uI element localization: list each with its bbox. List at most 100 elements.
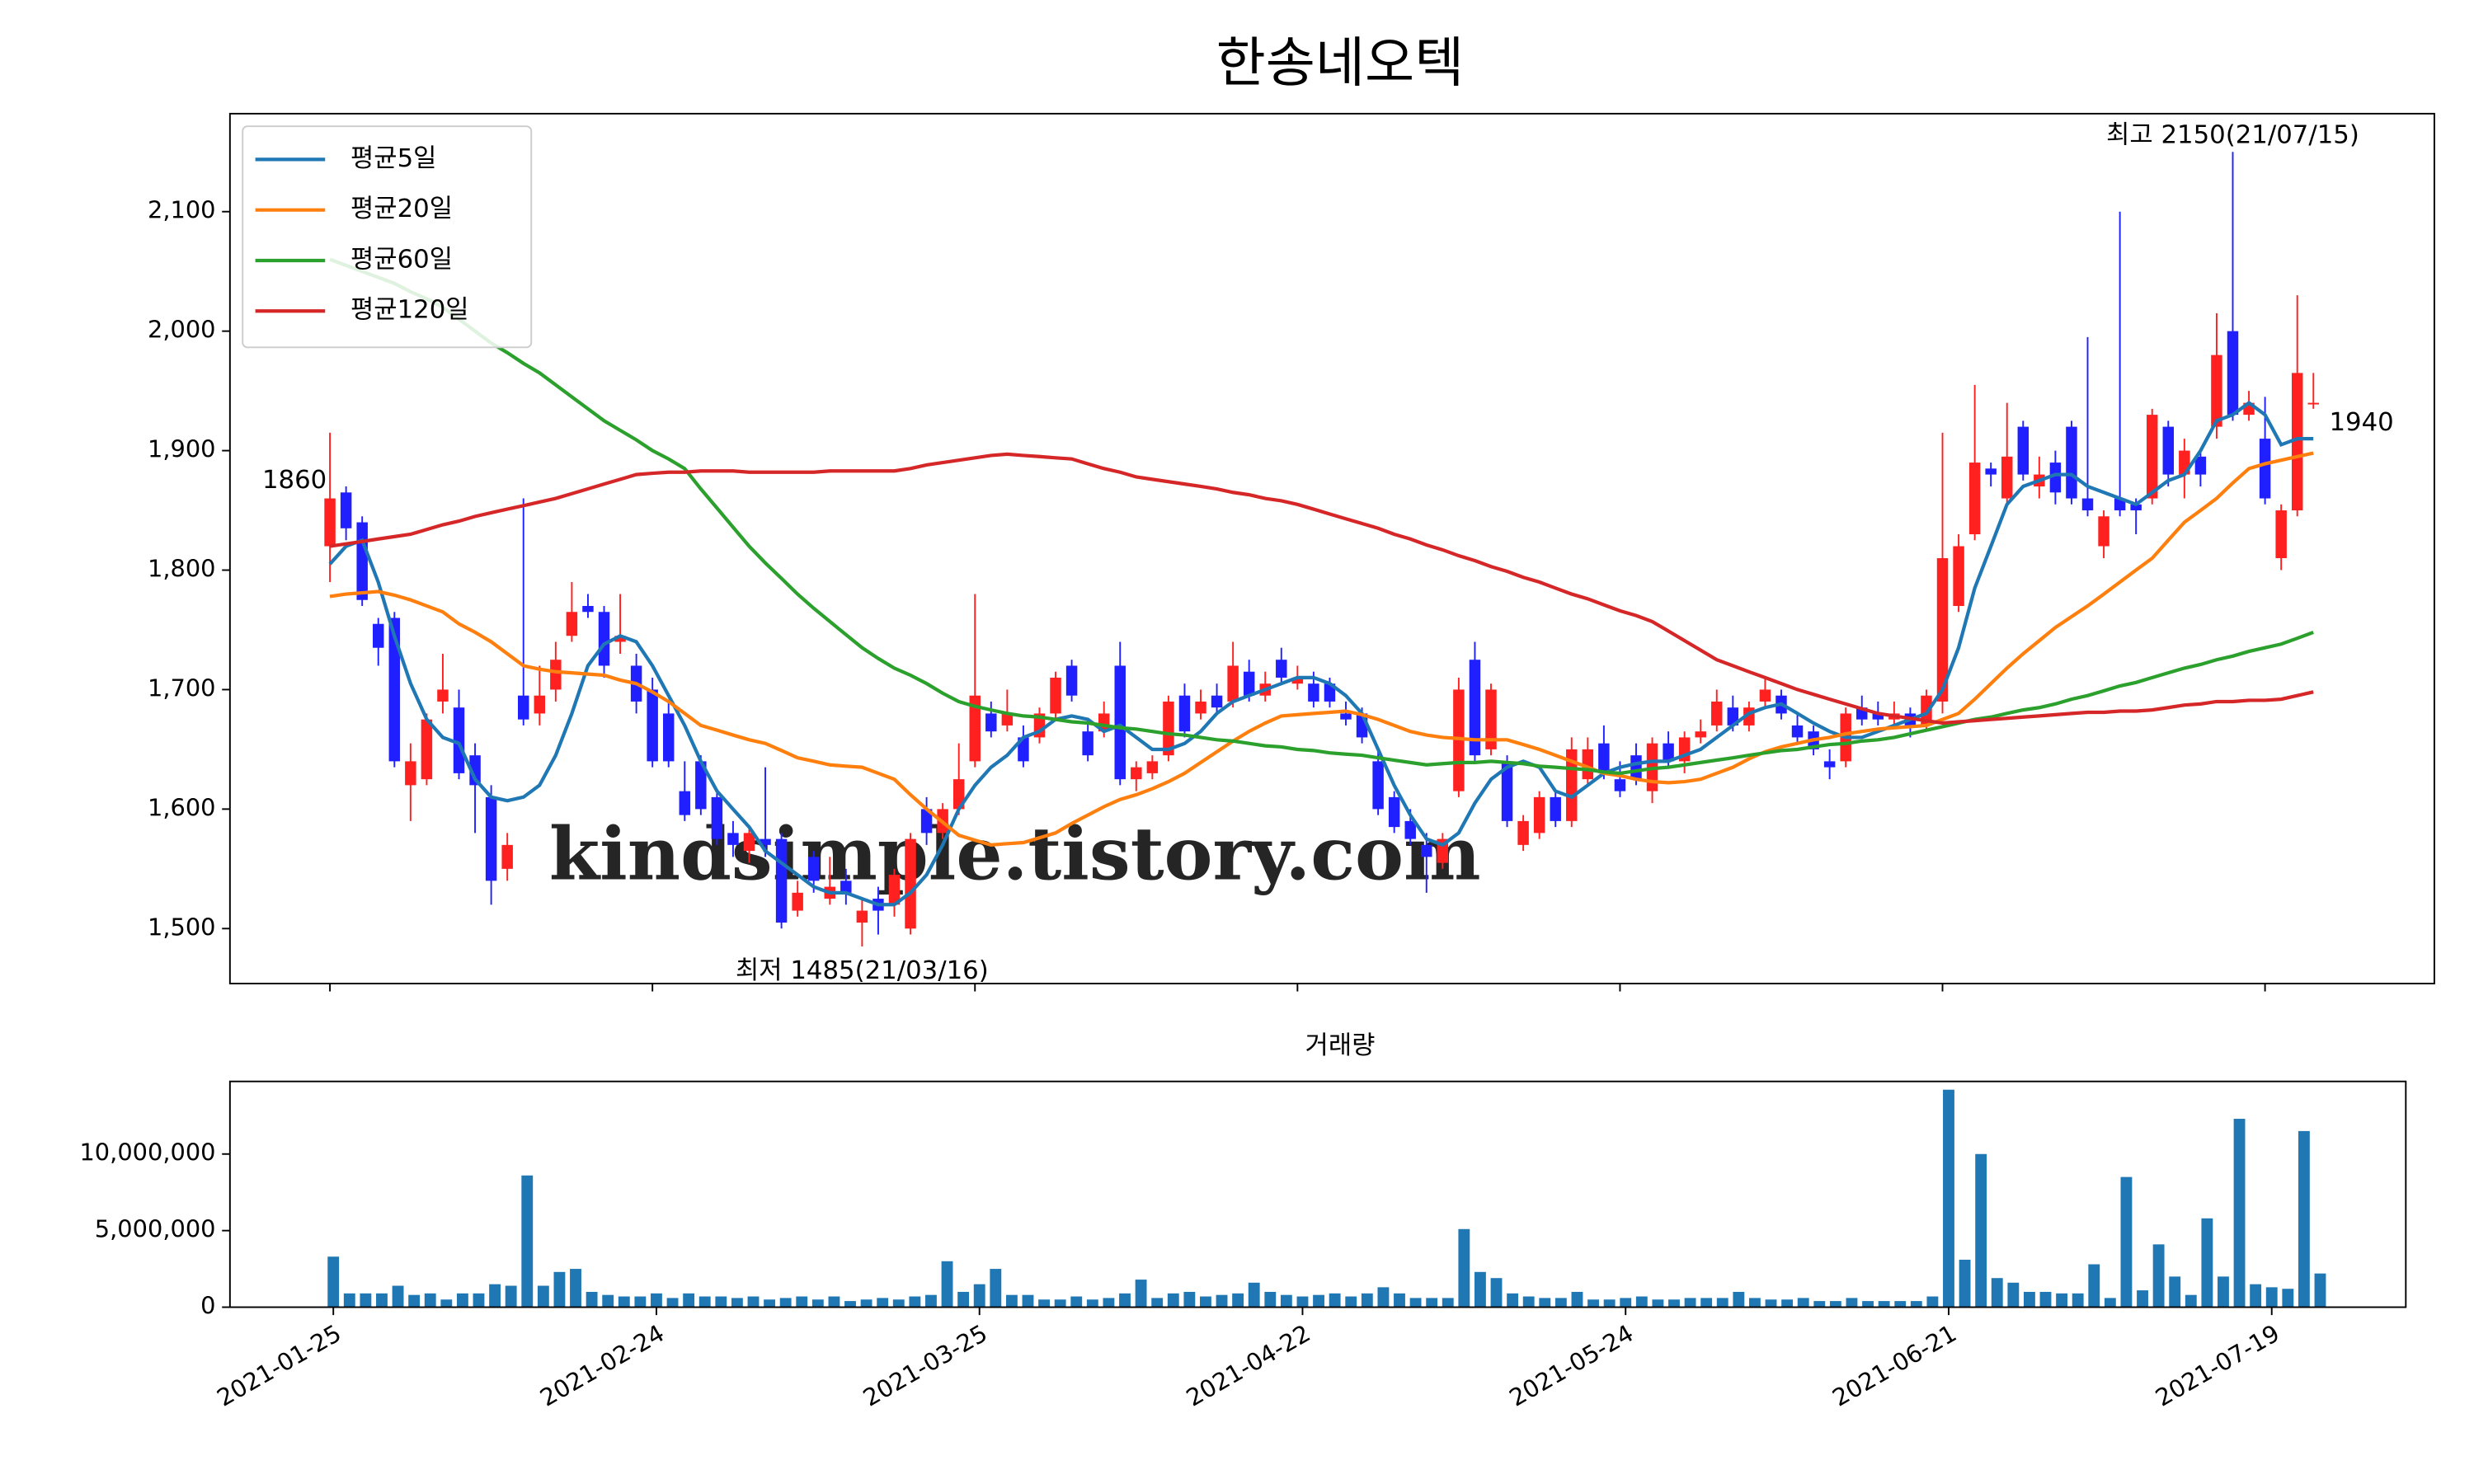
candle-body	[566, 612, 578, 636]
volume-bar	[1038, 1299, 1050, 1308]
x-tick-label: 2021-02-24	[535, 1319, 669, 1412]
candle-body	[727, 833, 739, 845]
candle-body	[888, 875, 901, 905]
volume-bar	[440, 1299, 453, 1308]
volume-bar	[1022, 1294, 1034, 1308]
candle-body	[469, 755, 481, 786]
y-tick-label: 2,100	[148, 196, 216, 224]
volume-bar	[1264, 1291, 1277, 1308]
candle-body	[2066, 426, 2077, 499]
volume-bar	[2023, 1291, 2035, 1308]
plot-frame	[228, 112, 2435, 984]
y-tick-label: 1,700	[148, 674, 216, 702]
candle-body	[969, 695, 981, 762]
ma-line	[328, 401, 2314, 907]
candle-body	[1630, 755, 1642, 780]
candle-body	[1985, 468, 1997, 475]
volume-bar	[1716, 1298, 1729, 1308]
volume-bar	[828, 1296, 840, 1308]
candle-body	[775, 838, 788, 923]
candle-body	[614, 636, 626, 642]
candle-body	[1178, 695, 1191, 732]
candle-body	[2130, 504, 2142, 511]
volume-bar	[1620, 1298, 1632, 1308]
volume-bar	[909, 1296, 921, 1308]
candle-body	[1227, 665, 1239, 702]
candle-body	[2227, 331, 2239, 416]
volume-bar	[1103, 1298, 1115, 1308]
volume-bar	[553, 1271, 566, 1308]
candle-body	[356, 522, 368, 600]
x-tick-label: 2021-07-19	[2151, 1319, 2284, 1412]
candle-body	[550, 660, 562, 690]
candle-body	[2017, 426, 2030, 475]
candle-body	[453, 707, 465, 773]
candle-body	[1485, 689, 1497, 749]
candle-body	[856, 910, 868, 923]
volume-bar	[1910, 1301, 1922, 1308]
volume-bar	[570, 1269, 581, 1308]
annotation: 1940	[2329, 408, 2393, 437]
volume-bar	[1409, 1298, 1422, 1308]
candle-body	[405, 761, 416, 786]
candle-body	[1388, 796, 1400, 828]
volume-bar	[1119, 1293, 1131, 1308]
candle-body	[711, 796, 723, 839]
candle-body	[2114, 498, 2126, 511]
y-tick-label: 1,500	[148, 913, 216, 941]
candle-body	[1695, 731, 1706, 738]
annotation: 최고 2150(21/07/15)	[2106, 121, 2359, 150]
candle-body	[1131, 767, 1142, 780]
volume-bar	[1345, 1296, 1357, 1308]
candle-body	[920, 809, 933, 834]
volume-bar	[1813, 1301, 1826, 1308]
volume-bar	[796, 1296, 808, 1308]
candle-body	[388, 618, 401, 762]
candle-body	[1759, 689, 1771, 702]
candle-body	[1663, 743, 1674, 762]
candle-body	[373, 623, 384, 648]
volume-bar	[602, 1294, 614, 1308]
volume-bar	[1070, 1296, 1083, 1308]
y-tick-label: 5,000,000	[95, 1215, 216, 1243]
volume-bar	[1394, 1293, 1405, 1308]
legend-label: 평균120일	[350, 296, 469, 325]
volume-bar	[2007, 1282, 2020, 1308]
volume-bar	[2104, 1298, 2116, 1308]
volume-bar	[1603, 1299, 1616, 1308]
candle-body	[1453, 689, 1465, 791]
volume-bar	[2218, 1276, 2229, 1308]
volume-bar	[2201, 1218, 2213, 1308]
candle-body	[1211, 695, 1223, 708]
volume-bar	[521, 1175, 534, 1308]
volume-bar	[1135, 1280, 1147, 1308]
candle-body	[2049, 463, 2062, 493]
x-tick-label: 2021-04-22	[1182, 1319, 1315, 1412]
volume-bar	[698, 1296, 711, 1308]
y-tick-label: 1,600	[148, 793, 216, 821]
candle-body	[598, 612, 610, 666]
candle-body	[1469, 660, 1481, 756]
volume-bar	[1862, 1301, 1874, 1308]
volume-bar	[2152, 1244, 2165, 1308]
volume-bar	[990, 1269, 1002, 1308]
volume-bar	[779, 1298, 792, 1308]
volume-bar	[1797, 1298, 1809, 1308]
candle-body	[1308, 683, 1319, 702]
candle-body	[2307, 402, 2319, 405]
volume-bar	[731, 1298, 743, 1308]
legend-box	[242, 125, 533, 349]
volume-bar	[2039, 1291, 2052, 1308]
volume-bar	[1765, 1299, 1777, 1308]
candle-body	[2001, 456, 2013, 499]
candle-body	[1501, 761, 1513, 821]
volume-bar	[408, 1294, 421, 1308]
volume-bar	[1442, 1298, 1454, 1308]
candle-body	[1404, 820, 1416, 839]
candle-body	[1711, 701, 1723, 726]
candle-body	[501, 844, 513, 869]
y-tick-label: 10,000,000	[79, 1139, 215, 1167]
y-tick-label: 2,000	[148, 316, 216, 344]
candle-body	[2162, 426, 2175, 475]
volume-bar	[1733, 1291, 1745, 1308]
